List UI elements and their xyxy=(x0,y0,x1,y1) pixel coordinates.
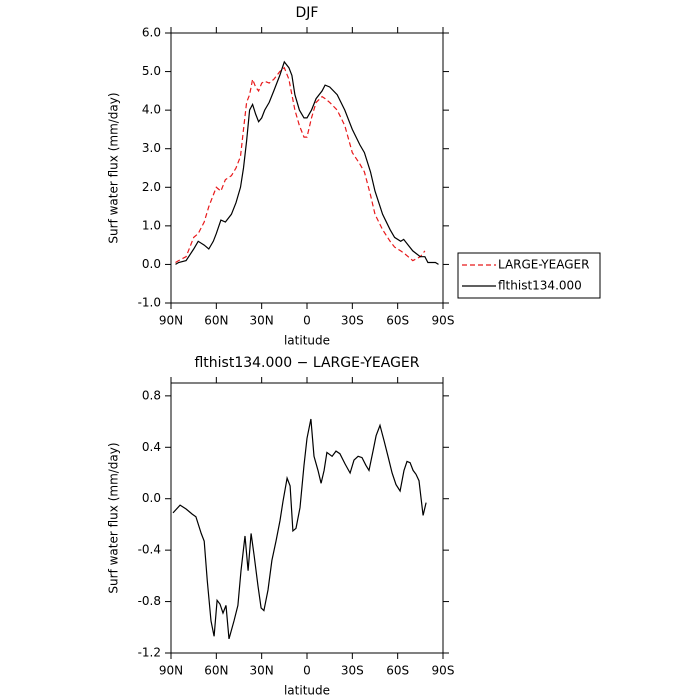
x-tick-label: 30N xyxy=(250,664,274,678)
x-tick-label: 0 xyxy=(303,664,311,678)
y-tick-label: 0.8 xyxy=(142,388,161,402)
y-tick-label: 6.0 xyxy=(142,26,161,40)
x-tick-label: 90N xyxy=(159,664,183,678)
x-tick-label: 60S xyxy=(386,664,409,678)
y-axis-label: Surf water flux (mm/day) xyxy=(107,92,121,243)
y-axis-label: Surf water flux (mm/day) xyxy=(107,442,121,593)
x-tick-label: 60N xyxy=(204,314,228,328)
y-tick-label: 2.0 xyxy=(142,180,161,194)
x-axis-label: latitude xyxy=(284,684,330,698)
x-tick-label: 60S xyxy=(386,314,409,328)
y-tick-label: -1.0 xyxy=(138,296,161,310)
legend-box xyxy=(457,252,601,299)
y-tick-label: 4.0 xyxy=(142,103,161,117)
x-tick-label: 60N xyxy=(204,664,228,678)
x-tick-label: 90S xyxy=(432,314,455,328)
y-tick-label: 3.0 xyxy=(142,141,161,155)
x-tick-label: 90N xyxy=(159,314,183,328)
y-tick-label: 0.4 xyxy=(142,440,161,454)
y-tick-label: 5.0 xyxy=(142,64,161,78)
x-tick-label: 0 xyxy=(303,314,311,328)
data-line xyxy=(172,418,427,640)
y-tick-label: 0.0 xyxy=(142,491,161,505)
plot-frame xyxy=(170,382,444,654)
x-tick-label: 90S xyxy=(432,664,455,678)
y-tick-label: -0.4 xyxy=(138,543,161,557)
x-axis-label: latitude xyxy=(284,334,330,348)
y-tick-label: 0.0 xyxy=(142,257,161,271)
x-tick-label: 30S xyxy=(341,664,364,678)
legend-label: flthist134.000 xyxy=(498,279,582,293)
chart-title: flthist134.000 − LARGE-YEAGER xyxy=(194,355,419,371)
x-tick-label: 30S xyxy=(341,314,364,328)
data-line xyxy=(175,60,439,265)
chart-title: DJF xyxy=(296,5,319,21)
y-tick-label: 1.0 xyxy=(142,218,161,232)
y-tick-label: -1.2 xyxy=(138,646,161,660)
x-tick-label: 30N xyxy=(250,314,274,328)
y-tick-label: -0.8 xyxy=(138,594,161,608)
plot-frame xyxy=(170,32,444,304)
legend-label: LARGE-YEAGER xyxy=(498,258,589,272)
data-line xyxy=(175,66,426,264)
